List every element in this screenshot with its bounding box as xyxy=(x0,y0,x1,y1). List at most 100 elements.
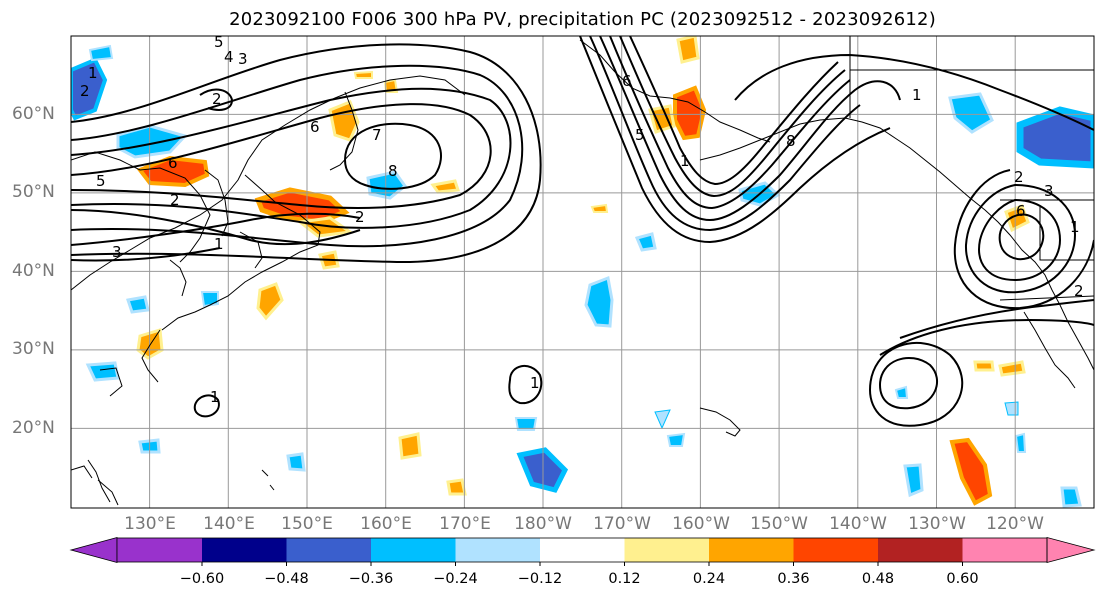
lat-label-50n: 50°N xyxy=(12,182,55,202)
contour-label: 3 xyxy=(1044,182,1054,200)
precip-patch xyxy=(398,432,422,460)
contour-label: 3 xyxy=(112,243,122,261)
precip-patch xyxy=(200,291,219,308)
colorbar-bin xyxy=(286,538,371,562)
colorbar-tick-label: 0.60 xyxy=(946,571,979,587)
precip-patch xyxy=(673,85,707,141)
contour-label: 4 xyxy=(224,48,234,66)
lon-label: 180°W xyxy=(514,514,572,534)
lon-label: 150°E xyxy=(281,514,333,534)
colorbar-tick-label: 0.12 xyxy=(608,571,641,587)
contour-label: 1 xyxy=(210,388,220,406)
contour-label: 1 xyxy=(214,235,224,253)
precip-patch xyxy=(1016,106,1094,169)
contour-label: 1 xyxy=(680,152,690,170)
colorbar-outline xyxy=(116,537,1048,563)
precip-patch xyxy=(85,361,120,382)
colorbar-tick-label: −0.36 xyxy=(348,571,394,587)
pv-contours xyxy=(71,36,1094,427)
lat-label-30n: 30°N xyxy=(12,339,55,359)
precip-patch xyxy=(903,463,924,498)
coastlines xyxy=(71,36,1094,506)
colorbar-bin xyxy=(878,538,963,562)
colorbar-bin xyxy=(709,538,794,562)
contour-label: 1 xyxy=(88,64,98,82)
precip-patches xyxy=(71,36,1094,508)
colorbar-bin xyxy=(962,538,1047,562)
colorbar-bin xyxy=(455,538,540,562)
precip-patch xyxy=(286,452,306,472)
colorbar xyxy=(69,536,1096,566)
precip-patch xyxy=(353,70,373,79)
lat-label-60n: 60°N xyxy=(12,104,55,124)
contour-label: 1 xyxy=(912,86,922,104)
colorbar-tick-label: −0.12 xyxy=(517,571,563,587)
contour-label: 7 xyxy=(372,126,382,144)
colorbar-bin xyxy=(793,538,878,562)
colorbar-tick-label: −0.24 xyxy=(433,571,478,587)
contour-label: 5 xyxy=(96,172,106,190)
colorbar-tick-label: −0.60 xyxy=(179,571,225,587)
lat-label-40n: 40°N xyxy=(12,261,55,281)
graticule xyxy=(71,36,1094,508)
colorbar-tick-label: 0.24 xyxy=(692,571,726,587)
precip-patch xyxy=(430,179,461,194)
precip-patch xyxy=(126,295,150,314)
contour-label: 5 xyxy=(635,126,645,144)
lat-label-20n: 20°N xyxy=(12,418,55,438)
contour-label: 8 xyxy=(388,162,398,180)
precip-patch xyxy=(256,282,284,321)
lon-label: 150°W xyxy=(750,514,808,534)
contour-label: 2 xyxy=(1074,282,1084,300)
colorbar-tick-label: −0.48 xyxy=(264,571,309,587)
precip-patch xyxy=(654,409,671,430)
lon-label: 140°W xyxy=(829,514,887,534)
precip-patch xyxy=(1014,432,1027,453)
colorbar-extend-high xyxy=(1046,536,1096,564)
contour-label: 6 xyxy=(310,118,320,136)
precip-patch xyxy=(328,100,360,142)
precip-patch xyxy=(514,417,538,431)
precip-patch xyxy=(973,360,995,372)
precip-patch xyxy=(666,432,686,447)
colorbar-bin xyxy=(540,538,625,562)
lon-label: 130°W xyxy=(908,514,966,534)
colorbar-bin xyxy=(371,538,456,562)
contour-label: 3 xyxy=(238,50,248,68)
precip-patch xyxy=(1004,401,1019,416)
lon-label: 170°E xyxy=(439,514,491,534)
precip-patch xyxy=(446,478,467,496)
precip-patch xyxy=(949,437,993,506)
lon-label: 160°E xyxy=(360,514,412,534)
lon-label: 140°E xyxy=(203,514,255,534)
precip-patch xyxy=(894,385,909,399)
precip-patch xyxy=(676,36,700,64)
precip-patch xyxy=(584,275,614,328)
lon-label: 120°W xyxy=(986,514,1044,534)
precip-patch xyxy=(1004,204,1030,233)
colorbar-bin xyxy=(117,538,202,562)
contour-label: 2 xyxy=(355,208,365,226)
contour-label: 8 xyxy=(786,132,796,150)
precip-patch xyxy=(88,44,114,62)
colorbar-tick-label: 0.48 xyxy=(861,571,895,587)
contour-label: 6 xyxy=(622,72,632,90)
lon-label: 170°W xyxy=(593,514,651,534)
contour-label: 2 xyxy=(1014,168,1024,186)
precip-patch xyxy=(590,203,609,213)
precip-patch xyxy=(998,360,1026,377)
precip-patch xyxy=(948,92,994,134)
lon-label: 160°W xyxy=(672,514,730,534)
precip-patch xyxy=(296,216,355,238)
map-frame xyxy=(70,35,1095,509)
colorbar-extend-low xyxy=(69,536,118,564)
contour-label: 1 xyxy=(1070,218,1080,236)
lon-label: 130°E xyxy=(124,514,176,534)
colorbar-bin xyxy=(202,538,287,562)
precip-patch xyxy=(366,170,408,200)
contour-label: 1 xyxy=(530,374,540,392)
contour-label: 6 xyxy=(1016,202,1026,220)
map-title: 2023092100 F006 300 hPa PV, precipitatio… xyxy=(229,9,936,30)
precip-patch xyxy=(1060,486,1082,508)
